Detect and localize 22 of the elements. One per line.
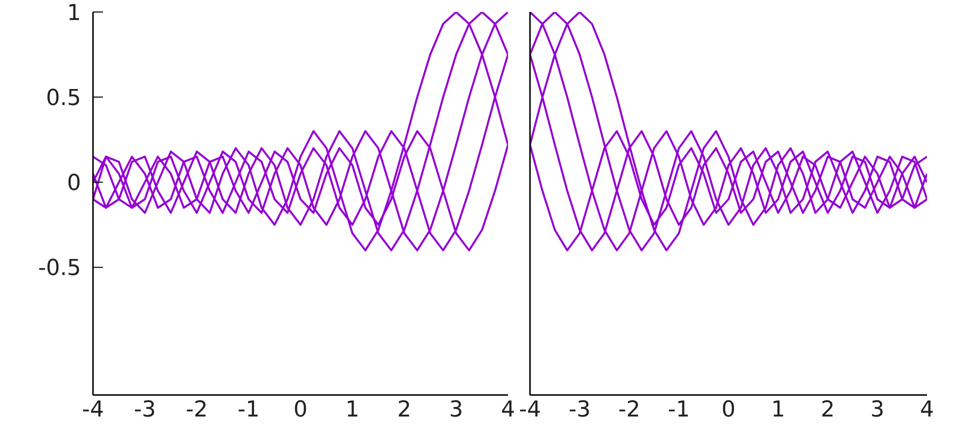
x-tick-label: 3 (870, 398, 884, 423)
x-tick-label: 0 (722, 398, 736, 423)
y-tick-label: 0 (67, 171, 81, 196)
x-tick-label: 4 (501, 398, 515, 423)
x-tick-label: 1 (345, 398, 360, 423)
x-tick-label: 2 (820, 398, 835, 423)
x-tick-label: -1 (668, 398, 690, 423)
x-tick-label: -4 (519, 398, 541, 423)
x-tick-label: 2 (397, 398, 412, 423)
x-tick-label: 1 (771, 398, 786, 423)
x-tick-label: -1 (238, 398, 260, 423)
y-tick-label: 0.5 (46, 86, 81, 111)
x-tick-label: 4 (920, 398, 934, 423)
x-tick-label: -2 (186, 398, 208, 423)
x-tick-label: -2 (618, 398, 640, 423)
x-tick-label: 3 (449, 398, 464, 423)
x-tick-label: -4 (82, 398, 104, 423)
x-tick-label: 0 (294, 398, 308, 423)
y-tick-label: 1 (67, 0, 81, 26)
y-tick-label: -0.5 (38, 256, 81, 282)
x-tick-label: -3 (134, 398, 156, 423)
x-tick-label: -3 (568, 398, 591, 423)
